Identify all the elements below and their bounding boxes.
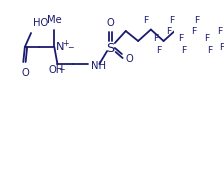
Text: N: N <box>56 42 64 52</box>
Text: O: O <box>126 54 134 64</box>
Text: F: F <box>217 27 222 37</box>
Text: OH: OH <box>49 65 64 75</box>
Text: F: F <box>194 16 199 25</box>
Text: −: − <box>67 44 73 53</box>
Text: Me: Me <box>47 15 62 25</box>
Text: NH: NH <box>91 61 106 71</box>
Text: F: F <box>191 27 196 37</box>
Text: F: F <box>207 46 212 54</box>
Text: F: F <box>166 27 171 37</box>
Text: F: F <box>181 46 187 54</box>
Text: O: O <box>22 68 30 78</box>
Text: S: S <box>106 42 114 54</box>
Text: F: F <box>179 34 184 43</box>
Text: F: F <box>143 16 149 25</box>
Text: F: F <box>219 43 224 52</box>
Text: F: F <box>169 16 174 25</box>
Text: F: F <box>156 46 161 54</box>
Text: F: F <box>204 34 209 43</box>
Text: F: F <box>153 34 158 43</box>
Text: HO: HO <box>33 18 48 28</box>
Text: −: − <box>58 65 65 74</box>
Text: O: O <box>106 18 114 28</box>
Text: +: + <box>62 39 69 49</box>
